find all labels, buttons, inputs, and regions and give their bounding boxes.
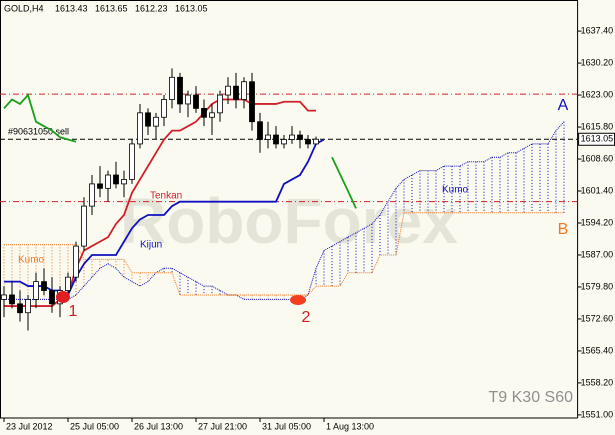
y-tick-label: 1637.40 — [581, 25, 614, 35]
candle-body — [273, 134, 279, 145]
header-price: 1612.23 — [135, 3, 168, 13]
candle-body — [33, 281, 39, 300]
candle-body — [169, 76, 175, 100]
x-tick-label: 27 Jul 21:00 — [198, 421, 247, 431]
annotation: 1 — [69, 303, 78, 320]
annotation: B — [558, 221, 569, 238]
candle-body — [313, 138, 319, 145]
y-tick-label: 1579.80 — [581, 281, 614, 291]
y-tick-label: 1565.40 — [581, 345, 614, 355]
candle-body — [241, 81, 247, 100]
annotation: Kijun — [140, 240, 162, 251]
candle-body — [289, 134, 295, 140]
candle-body — [265, 134, 271, 140]
candle-body — [89, 183, 95, 207]
candle-body — [1, 294, 7, 300]
y-tick-label: 1594.20 — [581, 217, 614, 227]
candle-body — [209, 112, 215, 118]
candle-body — [161, 99, 167, 118]
y-tick-label: 1601.40 — [581, 185, 614, 195]
candle-body — [225, 85, 231, 96]
y-tick-label: 1615.80 — [581, 121, 614, 131]
indicator-line — [331, 156, 357, 209]
header-price: 1613.65 — [95, 3, 128, 13]
candle-body — [121, 179, 127, 185]
candle-body — [217, 94, 223, 114]
x-tick-label: 23 Jul 2012 — [6, 421, 53, 431]
candle-body — [153, 116, 159, 127]
candle-body — [97, 183, 103, 189]
candle-body — [9, 294, 15, 305]
y-tick-label: 1623.00 — [581, 89, 614, 99]
candle-body — [105, 174, 111, 189]
annotation: Tenkan — [150, 191, 182, 202]
candle-body — [297, 134, 303, 140]
x-tick-label: 25 Jul 05:00 — [70, 421, 119, 431]
indicator-line — [4, 98, 316, 307]
candle-body — [17, 303, 23, 314]
candle-body — [233, 85, 239, 100]
x-tick-label: 31 Jul 05:00 — [262, 421, 311, 431]
candle-body — [185, 94, 191, 105]
candle-body — [41, 281, 47, 291]
candle-body — [113, 174, 119, 185]
annotation: A — [558, 97, 569, 114]
span-b-line — [4, 212, 564, 296]
y-tick-label: 1551.00 — [581, 409, 614, 419]
annotation: T9 K30 S60 — [489, 389, 574, 406]
candle-body — [129, 143, 135, 180]
symbol: GOLD,H4 — [4, 3, 44, 13]
candle-body — [193, 94, 199, 109]
candle-body — [25, 298, 31, 314]
x-tick-label: 1 Aug 13:00 — [326, 421, 374, 431]
candle-body — [65, 276, 71, 291]
candle-body — [281, 139, 287, 145]
header-price: 1613.43 — [55, 3, 88, 13]
y-tick-label: 1587.00 — [581, 249, 614, 259]
candle-body — [201, 107, 207, 118]
header-price: 1613.05 — [175, 3, 208, 13]
candle-body — [145, 112, 151, 127]
candle-body — [249, 81, 255, 123]
candle-body — [137, 112, 143, 145]
candle-body — [177, 76, 183, 105]
candle-body — [73, 245, 79, 278]
y-tick-label: 1558.20 — [581, 377, 614, 387]
candle-body — [81, 205, 87, 247]
candle-body — [257, 121, 263, 140]
y-tick-label: 1572.60 — [581, 313, 614, 323]
y-tick-label: 1608.60 — [581, 153, 614, 163]
annotation: Kumo — [18, 255, 45, 266]
last-price-label: 1613.05 — [581, 134, 614, 144]
watermark: RoboForex — [120, 185, 458, 257]
annotation: 2 — [302, 309, 311, 326]
x-tick-label: 26 Jul 13:00 — [134, 421, 183, 431]
point-marker — [290, 295, 306, 305]
order-label: #90631050 sell — [8, 127, 69, 137]
candle-body — [49, 290, 55, 305]
y-tick-label: 1630.20 — [581, 57, 614, 67]
annotation: Kumo — [442, 185, 469, 196]
point-marker — [56, 291, 70, 303]
candle-body — [305, 139, 311, 145]
indicator-line — [3, 93, 77, 143]
